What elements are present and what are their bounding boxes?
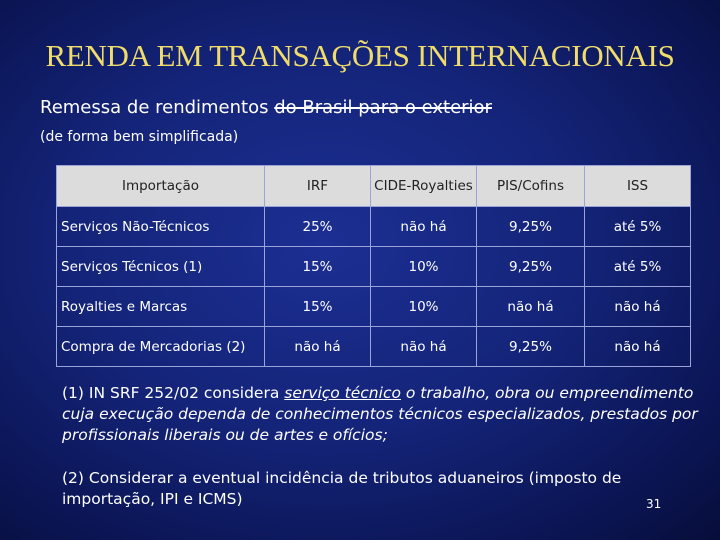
table-cell: não há [584, 326, 691, 367]
table-cell: não há [476, 286, 585, 327]
subtitle-struck-text: do Brasil para o exterior [274, 97, 492, 118]
tax-table: Importação IRF CIDE-Royalties PIS/Cofins… [56, 165, 691, 367]
table-cell: 15% [264, 286, 371, 327]
table-header-row: Importação IRF CIDE-Royalties PIS/Cofins… [56, 165, 691, 207]
table-cell: não há [370, 206, 477, 247]
table-cell: 9,25% [476, 246, 585, 287]
table-cell: 9,25% [476, 326, 585, 367]
header-irf: IRF [264, 165, 371, 207]
row-label: Compra de Mercadorias (2) [56, 326, 265, 367]
slide-subtitle: Remessa de rendimentos do Brasil para o … [40, 97, 492, 118]
subtitle-note: (de forma bem simplificada) [40, 129, 239, 145]
table-cell: não há [584, 286, 691, 327]
subtitle-text: Remessa de rendimentos [40, 97, 275, 118]
table-cell: não há [370, 326, 477, 367]
header-pis-cofins: PIS/Cofins [476, 165, 585, 207]
row-label: Serviços Não-Técnicos [56, 206, 265, 247]
table-cell: 9,25% [476, 206, 585, 247]
table-cell: até 5% [584, 246, 691, 287]
header-importacao: Importação [56, 165, 265, 207]
table-cell: não há [264, 326, 371, 367]
table-cell: 15% [264, 246, 371, 287]
table-row: Serviços Não-Técnicos 25% não há 9,25% a… [56, 206, 691, 247]
table-cell: 10% [370, 246, 477, 287]
slide-title: RENDA EM TRANSAÇÕES INTERNACIONAIS [45, 38, 675, 73]
header-cide-royalties: CIDE-Royalties [370, 165, 477, 207]
row-label: Royalties e Marcas [56, 286, 265, 327]
table-cell: 10% [370, 286, 477, 327]
header-iss: ISS [584, 165, 691, 207]
footnote-1-term: serviço técnico [284, 384, 401, 402]
table-row: Serviços Técnicos (1) 15% 10% 9,25% até … [56, 246, 691, 287]
table-cell: 25% [264, 206, 371, 247]
footnote-1-text: o trabalho, obra ou empreendimento cuja … [62, 384, 698, 444]
table-row: Compra de Mercadorias (2) não há não há … [56, 326, 691, 367]
table-cell: até 5% [584, 206, 691, 247]
footnote-2: (2) Considerar a eventual incidência de … [62, 469, 622, 508]
table-row: Royalties e Marcas 15% 10% não há não há [56, 286, 691, 327]
footnote-1: (1) IN SRF 252/02 considera serviço técn… [62, 383, 712, 446]
page-number: 31 [646, 497, 662, 511]
row-label: Serviços Técnicos (1) [56, 246, 265, 287]
footnote-1-lead: (1) IN SRF 252/02 considera [62, 384, 285, 402]
